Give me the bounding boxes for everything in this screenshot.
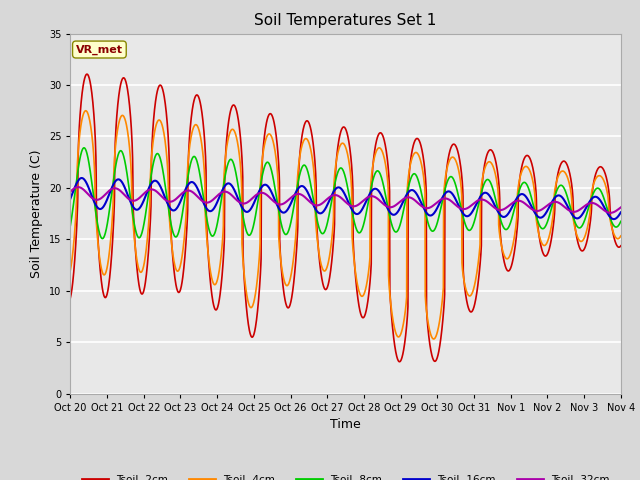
Title: Soil Temperatures Set 1: Soil Temperatures Set 1 <box>255 13 436 28</box>
X-axis label: Time: Time <box>330 418 361 431</box>
Text: VR_met: VR_met <box>76 44 123 55</box>
Legend: Tsoil -2cm, Tsoil -4cm, Tsoil -8cm, Tsoil -16cm, Tsoil -32cm: Tsoil -2cm, Tsoil -4cm, Tsoil -8cm, Tsoi… <box>77 471 614 480</box>
Y-axis label: Soil Temperature (C): Soil Temperature (C) <box>30 149 44 278</box>
